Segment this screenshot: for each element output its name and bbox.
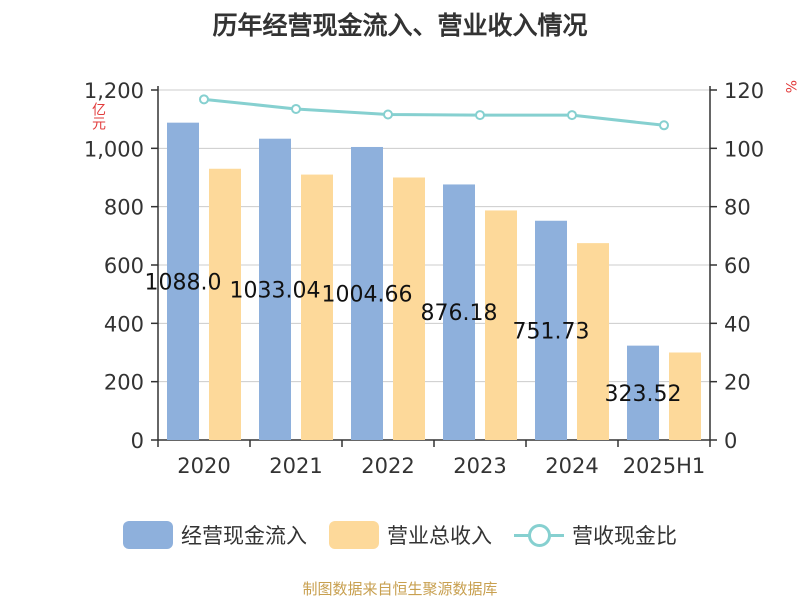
data-label-cash: 876.18 xyxy=(421,301,498,326)
data-label-cash: 323.52 xyxy=(605,382,682,407)
right-tick-label: 0 xyxy=(724,429,737,453)
legend-label-ratio: 营收现金比 xyxy=(572,524,677,548)
right-tick-label: 100 xyxy=(724,137,764,161)
legend-item-cash[interactable]: 经营现金流入 xyxy=(123,520,307,550)
left-tick-label: 1,000 xyxy=(84,137,144,161)
left-tick-label: 800 xyxy=(104,196,144,220)
bar-revenue xyxy=(209,168,241,440)
bar-revenue xyxy=(485,210,517,440)
bar-revenue xyxy=(669,352,701,440)
bar-revenue xyxy=(393,177,425,440)
ratio-point xyxy=(199,94,209,105)
legend-item-ratio[interactable]: 营收现金比 xyxy=(514,520,677,550)
bar-cash-inflow xyxy=(167,122,199,441)
bar-revenue xyxy=(301,174,333,441)
ratio-point xyxy=(475,110,485,121)
left-tick-label: 0 xyxy=(131,429,144,453)
right-tick-label: 20 xyxy=(724,371,751,395)
right-tick-label: 60 xyxy=(724,254,751,278)
right-axis-unit: % xyxy=(782,80,798,94)
legend-swatch-ratio xyxy=(514,521,564,549)
right-tick-label: 40 xyxy=(724,312,751,336)
x-tick-label: 2023 xyxy=(453,454,506,478)
chart-title: 历年经营现金流入、营业收入情况 xyxy=(212,11,588,40)
bar-cash-inflow xyxy=(443,184,475,440)
bar-revenue xyxy=(577,243,609,440)
left-tick-label: 200 xyxy=(104,371,144,395)
ratio-point xyxy=(291,103,301,114)
data-label-cash: 1004.66 xyxy=(322,282,413,307)
ratio-line xyxy=(203,97,665,127)
data-label-cash: 1088.0 xyxy=(145,270,222,295)
ratio-point xyxy=(567,110,577,121)
x-tick-label: 2022 xyxy=(361,454,414,478)
bar-cash-inflow xyxy=(259,138,291,441)
left-tick-label: 400 xyxy=(104,312,144,336)
x-tick-label: 2025H1 xyxy=(623,454,706,478)
data-label-cash: 751.73 xyxy=(513,319,590,344)
legend-swatch-revenue xyxy=(329,521,379,549)
x-tick-label: 2024 xyxy=(545,454,598,478)
x-tick-label: 2020 xyxy=(177,454,230,478)
legend-label-revenue: 营业总收入 xyxy=(387,524,492,548)
left-axis-unit: 亿元 xyxy=(90,102,106,130)
left-tick-label: 600 xyxy=(104,254,144,278)
x-tick-label: 2021 xyxy=(269,454,322,478)
legend: 经营现金流入 营业总收入 营收现金比 xyxy=(0,518,800,552)
ratio-point xyxy=(659,120,669,131)
bar-cash-inflow xyxy=(627,345,659,440)
right-tick-label: 120 xyxy=(724,79,764,103)
bar-cash-inflow xyxy=(535,220,567,440)
legend-swatch-cash xyxy=(123,521,173,549)
legend-label-cash: 经营现金流入 xyxy=(181,524,307,548)
left-tick-label: 1,200 xyxy=(84,79,144,103)
data-label-cash: 1033.04 xyxy=(230,278,321,303)
data-source-note: 制图数据来自恒生聚源数据库 xyxy=(302,580,498,598)
bar-cash-inflow xyxy=(351,146,383,440)
ratio-point xyxy=(383,109,393,120)
legend-item-revenue[interactable]: 营业总收入 xyxy=(329,520,492,550)
right-tick-label: 80 xyxy=(724,196,751,220)
